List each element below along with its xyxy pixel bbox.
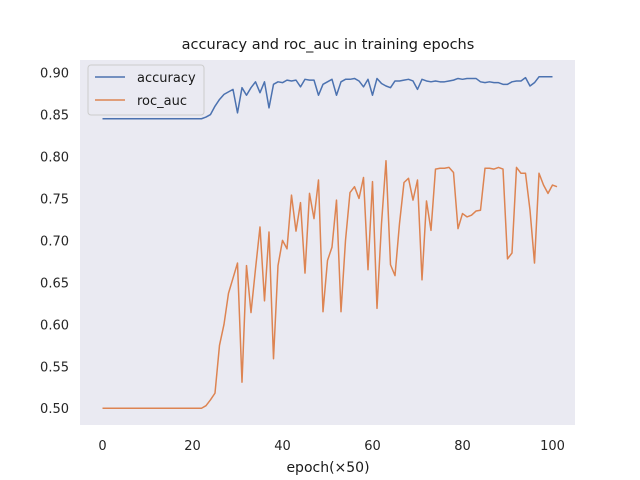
x-tick-label: 40 bbox=[274, 439, 291, 454]
y-tick-label: 0.90 bbox=[40, 67, 69, 82]
plot-area bbox=[80, 60, 575, 425]
legend-label: accuracy bbox=[137, 71, 196, 86]
x-tick-label: 60 bbox=[364, 439, 381, 454]
series-line-accuracy bbox=[102, 76, 553, 120]
y-tick-label: 0.50 bbox=[40, 402, 69, 417]
y-tick-label: 0.65 bbox=[40, 276, 69, 291]
x-tick-label: 100 bbox=[540, 439, 565, 454]
y-tick-label: 0.85 bbox=[40, 109, 69, 124]
series-line-roc-auc bbox=[102, 159, 558, 409]
x-axis: 0 20 40 60 80 100 bbox=[98, 439, 565, 454]
y-tick-label: 0.80 bbox=[40, 150, 69, 165]
x-tick-label: 80 bbox=[454, 439, 471, 454]
legend-label: roc_auc bbox=[137, 94, 187, 109]
chart-title: accuracy and roc_auc in training epochs bbox=[182, 37, 475, 53]
y-tick-label: 0.75 bbox=[40, 192, 69, 207]
x-tick-label: 20 bbox=[184, 439, 201, 454]
x-tick-label: 0 bbox=[98, 439, 106, 454]
y-tick-label: 0.60 bbox=[40, 318, 69, 333]
x-axis-label: epoch(×50) bbox=[286, 460, 369, 476]
y-tick-label: 0.70 bbox=[40, 234, 69, 249]
legend: accuracy roc_auc bbox=[87, 64, 205, 116]
y-tick-label: 0.55 bbox=[40, 360, 69, 375]
series-lines bbox=[102, 76, 558, 409]
y-axis: 0.50 0.55 0.60 0.65 0.70 0.75 0.80 0.85 0.90 bbox=[40, 67, 69, 418]
